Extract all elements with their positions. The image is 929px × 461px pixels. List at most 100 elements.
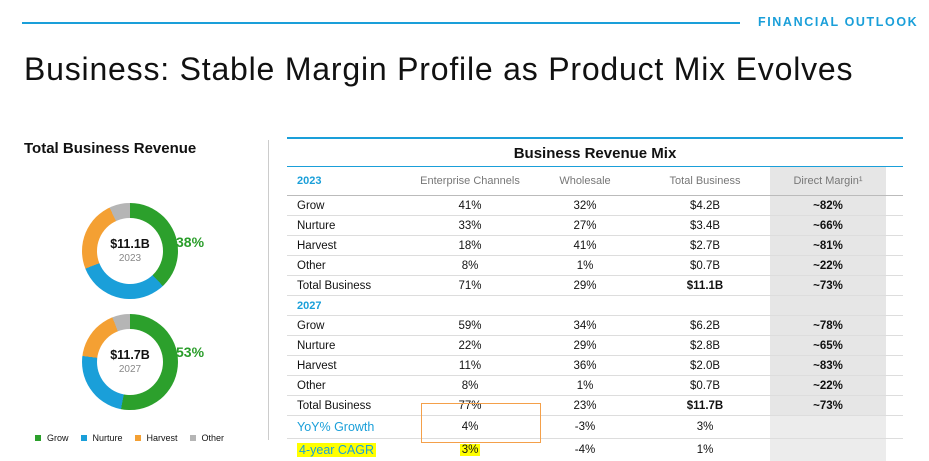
cell: -4% xyxy=(574,444,596,456)
cell: 33% xyxy=(458,219,482,232)
col-header-wholesale: Wholesale xyxy=(559,175,611,187)
legend-item-grow: Grow xyxy=(35,433,69,443)
row-label: Nurture xyxy=(297,219,336,232)
cell: $2.7B xyxy=(689,239,721,252)
cell: 23% xyxy=(573,399,597,412)
legend-item-nurture: Nurture xyxy=(80,433,123,443)
table-title-rule xyxy=(287,166,903,167)
legend-swatch-nurture xyxy=(80,435,87,441)
legend-label: Grow xyxy=(47,433,69,443)
row-label: Other xyxy=(297,259,326,272)
cell-margin: ~73% xyxy=(770,276,886,295)
cell: $3.4B xyxy=(689,219,721,232)
header-rule xyxy=(22,22,740,24)
cell: 11% xyxy=(458,359,482,372)
cell: 41% xyxy=(458,199,482,212)
cell-margin: ~82% xyxy=(770,196,886,215)
donut-2027: $11.7B 2027 xyxy=(82,314,178,410)
summary-row-cagr: 4-year CAGR 3% -4% 1% xyxy=(287,439,903,461)
cell: $11.7B xyxy=(686,399,724,412)
highlight-box xyxy=(421,403,541,443)
row-label: Grow xyxy=(297,199,325,212)
cell: 41% xyxy=(573,239,597,252)
cell: 27% xyxy=(573,219,597,232)
row-label: Grow xyxy=(297,319,325,332)
row-label: Harvest xyxy=(297,239,337,252)
cell: 3% xyxy=(696,421,714,433)
cell: 1% xyxy=(576,379,594,392)
table-year-row-2027: 2027 xyxy=(287,296,903,316)
table-row: Grow 59% 34% $6.2B ~78% xyxy=(287,316,903,336)
cell: 29% xyxy=(573,279,597,292)
cell: 8% xyxy=(461,379,479,392)
donut-value: $11.1B xyxy=(110,237,150,251)
cell: 18% xyxy=(458,239,482,252)
row-label: Total Business xyxy=(297,399,372,412)
cell: $2.8B xyxy=(689,339,721,352)
cell: -3% xyxy=(574,421,596,433)
cell: $0.7B xyxy=(689,259,721,272)
legend-swatch-harvest xyxy=(134,435,141,441)
legend-item-other: Other xyxy=(189,433,225,443)
row-label-highlighted: 4-year CAGR xyxy=(297,443,377,457)
cell: $4.2B xyxy=(689,199,721,212)
legend: Grow Nurture Harvest Other xyxy=(35,433,236,443)
vertical-divider xyxy=(268,140,269,440)
page-title: Business: Stable Margin Profile as Produ… xyxy=(24,51,854,87)
row-label: Nurture xyxy=(297,339,336,352)
cell: $0.7B xyxy=(689,379,721,392)
donut-year: 2027 xyxy=(118,364,142,375)
growth-share-2027: 53% xyxy=(176,344,205,360)
cell-margin: ~65% xyxy=(770,336,886,355)
cell: 8% xyxy=(461,259,479,272)
cell: 34% xyxy=(573,319,597,332)
cell-highlighted: 3% xyxy=(459,444,481,456)
cell: 29% xyxy=(573,339,597,352)
cell: 1% xyxy=(696,444,714,456)
legend-label: Harvest xyxy=(146,433,178,443)
legend-swatch-grow xyxy=(35,435,41,441)
donut-year: 2023 xyxy=(118,253,142,264)
left-panel-title: Total Business Revenue xyxy=(24,140,197,157)
summary-row-yoy: YoY% Growth 4% -3% 3% xyxy=(287,416,903,439)
cell: 36% xyxy=(573,359,597,372)
table-header-row-2023: 2023 Enterprise Channels Wholesale Total… xyxy=(287,167,903,196)
cell: $11.1B xyxy=(686,279,724,292)
section-year: 2023 xyxy=(297,175,322,187)
legend-swatch-other xyxy=(189,435,196,441)
row-label: Total Business xyxy=(297,279,372,292)
donut-value: $11.7B xyxy=(110,348,150,362)
revenue-mix-table: Business Revenue Mix 2023 Enterprise Cha… xyxy=(287,137,903,461)
table-row: Nurture 33% 27% $3.4B ~66% xyxy=(287,216,903,236)
cell: $6.2B xyxy=(689,319,721,332)
legend-label: Other xyxy=(201,433,225,443)
donut-2023: $11.1B 2023 xyxy=(82,203,178,299)
cell: 71% xyxy=(458,279,482,292)
legend-item-harvest: Harvest xyxy=(134,433,178,443)
table-title: Business Revenue Mix xyxy=(513,145,677,162)
cell-margin: ~22% xyxy=(770,256,886,275)
cell-margin: ~83% xyxy=(770,356,886,375)
row-label: Harvest xyxy=(297,359,337,372)
cell: 32% xyxy=(573,199,597,212)
table-row: Harvest 18% 41% $2.7B ~81% xyxy=(287,236,903,256)
cell-margin: ~81% xyxy=(770,236,886,255)
cell: 77% xyxy=(458,399,482,412)
table-row: Nurture 22% 29% $2.8B ~65% xyxy=(287,336,903,356)
cell: 22% xyxy=(458,339,482,352)
table-row: Other 8% 1% $0.7B ~22% xyxy=(287,376,903,396)
row-label: Other xyxy=(297,379,326,392)
cell-margin: ~66% xyxy=(770,216,886,235)
cell: 1% xyxy=(576,259,594,272)
cell-margin: ~22% xyxy=(770,376,886,395)
table-row-total: Total Business 77% 23% $11.7B ~73% xyxy=(287,396,903,416)
table-row-total: Total Business 71% 29% $11.1B ~73% xyxy=(287,276,903,296)
cell-margin: ~73% xyxy=(770,396,886,415)
cell: 59% xyxy=(458,319,482,332)
cell: 4% xyxy=(461,421,479,433)
table-row: Grow 41% 32% $4.2B ~82% xyxy=(287,196,903,216)
table-row: Other 8% 1% $0.7B ~22% xyxy=(287,256,903,276)
col-header-margin: Direct Margin¹ xyxy=(770,167,886,195)
section-tag: FINANCIAL OUTLOOK xyxy=(758,15,919,29)
table-row: Harvest 11% 36% $2.0B ~83% xyxy=(287,356,903,376)
